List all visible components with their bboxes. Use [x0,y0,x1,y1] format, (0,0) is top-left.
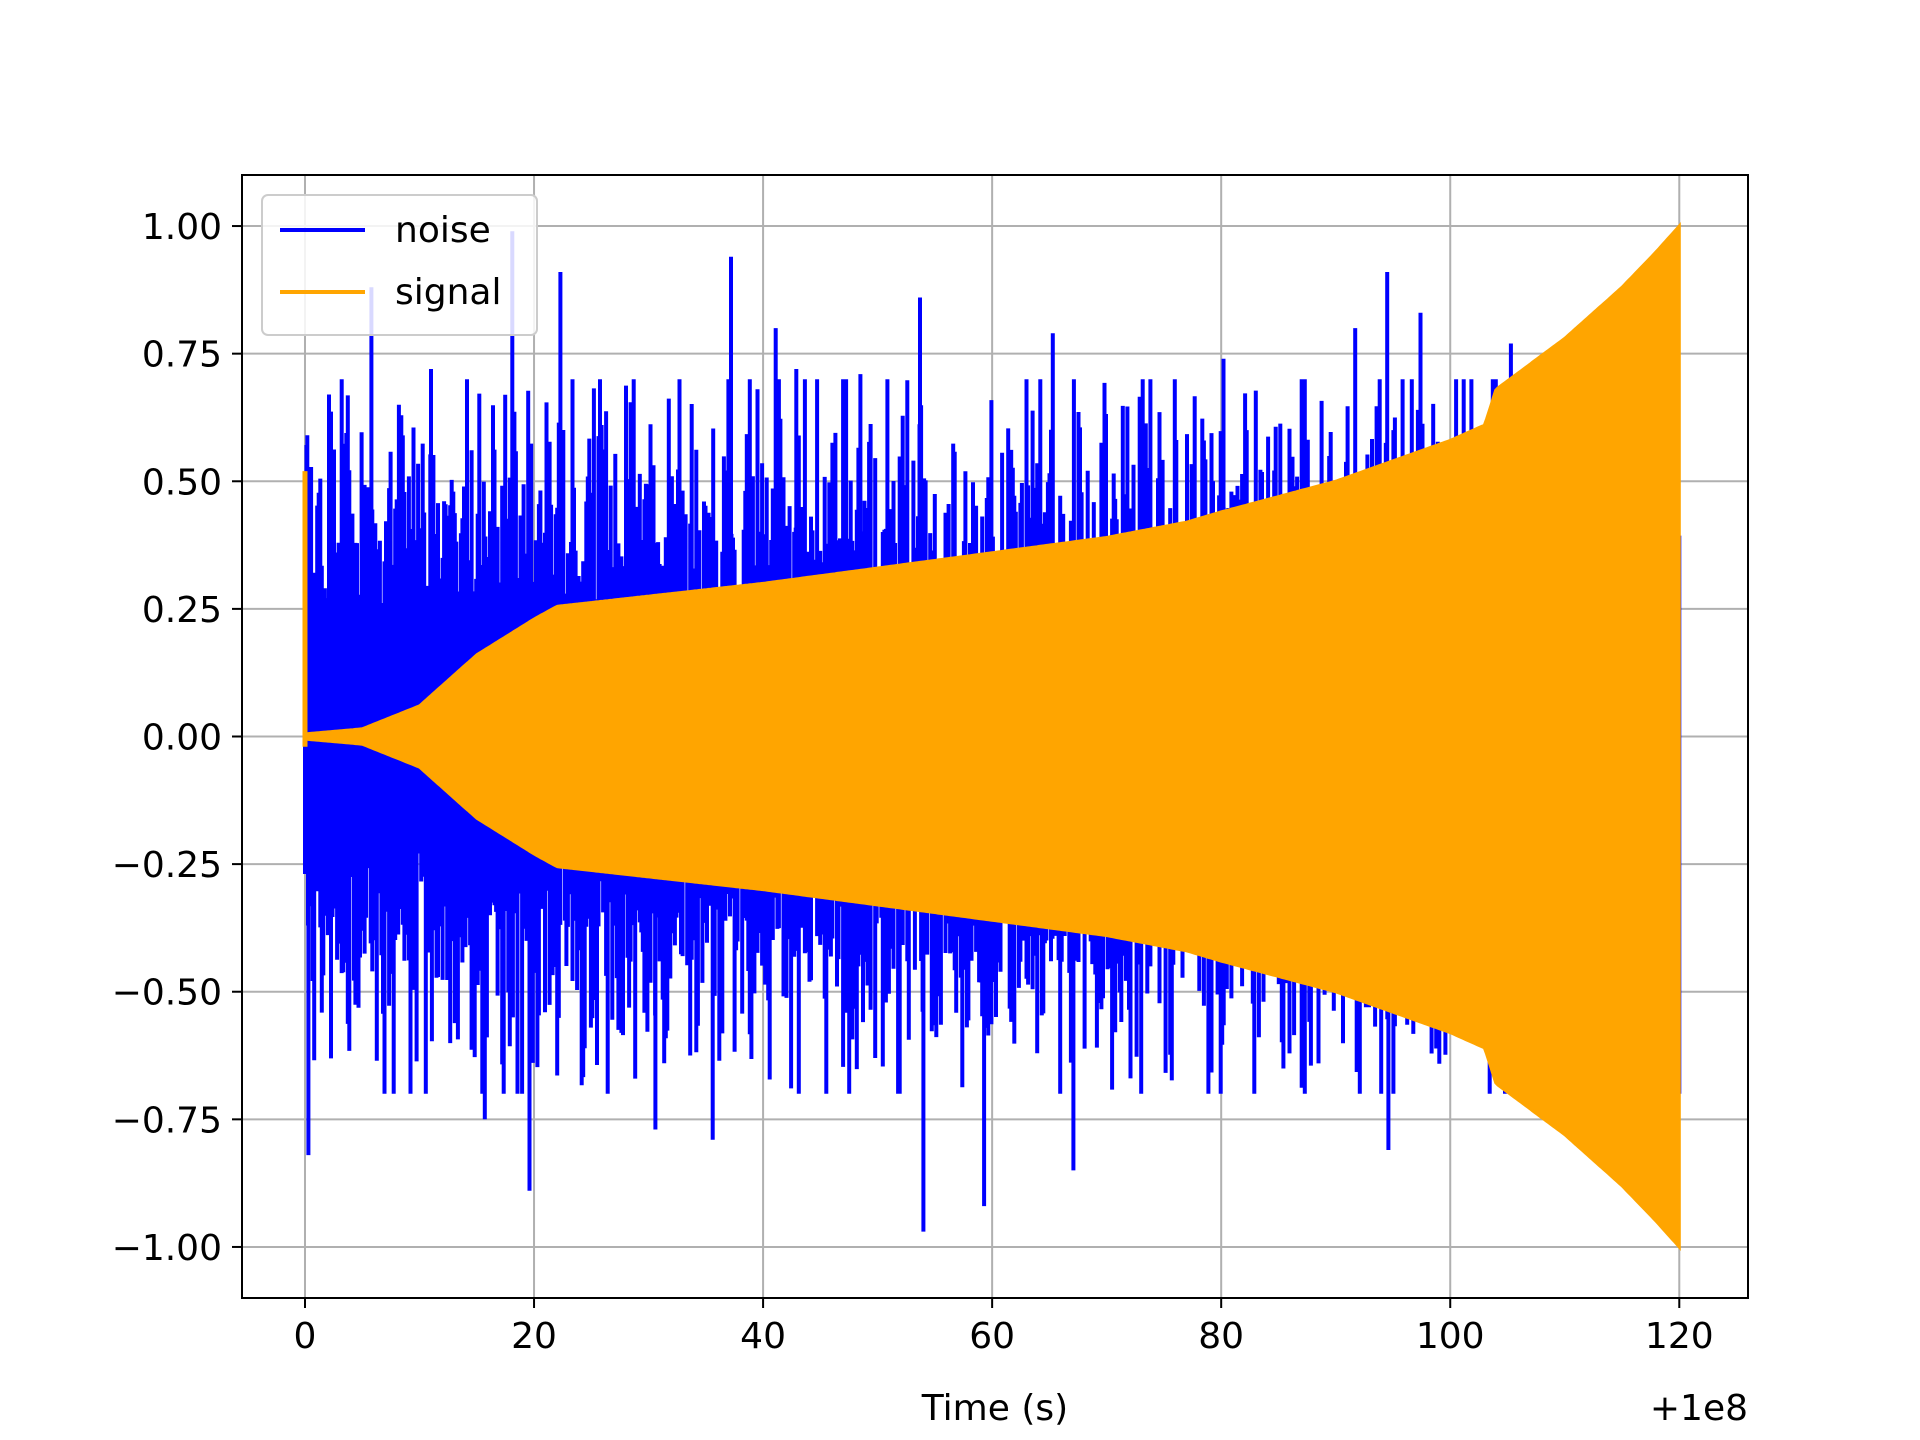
x-tick-label: 60 [969,1316,1015,1357]
y-tick-label: 1.00 [142,207,222,248]
x-axis-offset-label: +1e8 [1650,1388,1748,1429]
series-signal-envelope [303,222,1681,1251]
legend-label-signal: signal [395,272,502,313]
x-tick-label: 20 [511,1316,557,1357]
series-area [302,222,1682,1251]
y-tick-label: −1.00 [112,1228,222,1269]
x-tick-label: 120 [1645,1316,1714,1357]
x-tick-label: 0 [294,1316,317,1357]
x-tick-label: 100 [1416,1316,1485,1357]
y-tick-label: 0.25 [142,590,222,631]
x-tick-label: 40 [740,1316,786,1357]
y-tick-label: 0.00 [142,718,222,759]
y-tick-label: −0.50 [112,973,222,1014]
y-tick-label: 0.50 [142,462,222,503]
legend: noise signal [261,194,538,336]
legend-label-noise: noise [395,210,491,251]
y-tick-label: −0.25 [112,845,222,886]
x-axis-label: Time (s) [921,1388,1068,1429]
axis-ticks: 0 20 40 60 80 100 120 1.00 0.75 0.50 0.25 0.00 −0.25… [112,207,1714,1357]
x-tick-label: 80 [1198,1316,1244,1357]
y-tick-label: 0.75 [142,335,222,376]
y-tick-label: −0.75 [112,1100,222,1141]
